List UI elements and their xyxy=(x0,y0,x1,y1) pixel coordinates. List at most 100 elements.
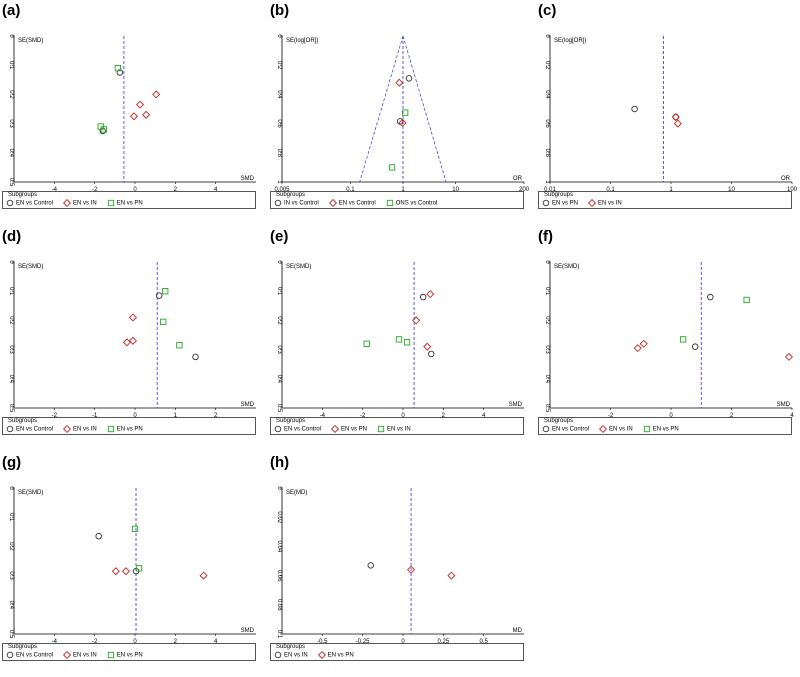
x-axis-label: OR xyxy=(513,176,523,182)
y-tick-label: 0.2 xyxy=(8,90,14,99)
funnel-plot-panel: (e) 0 0.1 0.2 0.3 0.4 0.5 SE(SMD) -4 -2 0 2 4 SMD Subg… xyxy=(268,226,526,442)
x-tick-label: 4 xyxy=(214,639,218,645)
study-point xyxy=(784,352,794,361)
y-tick-label: 0.5 xyxy=(544,404,550,413)
y-tick-label: 0.02 xyxy=(276,511,282,523)
legend-title: Subgroups xyxy=(544,192,574,198)
y-tick-label: 0.1 xyxy=(8,513,14,522)
y-tick-label: 0.1 xyxy=(276,287,282,296)
y-tick-label: 0.2 xyxy=(544,61,550,70)
x-tick-label: -0.25 xyxy=(356,639,370,645)
y-axis-label: SE(SMD) xyxy=(18,38,43,44)
y-tick-label: 0.4 xyxy=(544,375,550,384)
x-tick-label: -4 xyxy=(52,639,58,645)
y-axis-label: SE(SMD) xyxy=(286,264,311,270)
x-tick-label: 0.005 xyxy=(274,187,290,193)
panel-letter: (f) xyxy=(538,228,553,245)
legend-label: EN vs PN xyxy=(116,652,143,659)
study-point xyxy=(403,339,411,346)
x-tick-label: 1 xyxy=(669,187,673,193)
legend-title: Subgroups xyxy=(544,418,574,424)
legend-title: Subgroups xyxy=(8,418,38,424)
legend-label: EN vs IN xyxy=(73,200,97,207)
y-tick-label: 0.3 xyxy=(276,345,282,354)
study-point xyxy=(160,318,167,326)
legend-item: EN vs IN xyxy=(598,424,633,434)
legend-marker xyxy=(386,199,393,207)
legend-item: EN vs PN xyxy=(107,199,143,207)
legend-label: EN vs PN xyxy=(341,426,368,433)
legend-marker xyxy=(643,425,650,433)
x-tick-label: 0 xyxy=(401,413,405,419)
legend-title: Subgroups xyxy=(8,192,38,198)
legend-label: EN vs Control xyxy=(16,652,54,659)
legend-item: EN vs IN xyxy=(62,198,97,208)
study-point xyxy=(395,78,404,87)
study-point xyxy=(131,525,139,533)
y-tick-label: 0 xyxy=(276,260,282,264)
legend: Subgroups EN vs Control EN vs IN EN vs PN xyxy=(2,191,256,209)
y-tick-label: 0.4 xyxy=(544,90,550,99)
y-tick-label: 0 xyxy=(8,260,14,264)
x-tick-label: 4 xyxy=(790,413,794,419)
y-tick-label: 0.6 xyxy=(544,119,550,128)
x-axis-label: OR xyxy=(781,176,791,182)
funnel-plot-svg: 0 0.2 0.4 0.6 0.8 1 SE(log[OR]) 0.005 0.1 1 10 200 O… xyxy=(274,34,529,193)
y-tick-label: 0 xyxy=(544,34,550,38)
legend-item: EN vs PN xyxy=(643,425,679,433)
x-tick-label: 2 xyxy=(174,187,178,193)
x-tick-label: 4 xyxy=(214,187,218,193)
legend-item: EN vs IN xyxy=(274,651,308,659)
x-axis-label: SMD xyxy=(777,402,791,408)
x-axis-label: SMD xyxy=(241,402,255,408)
x-tick-label: -0.5 xyxy=(317,639,328,645)
legend-marker xyxy=(598,424,608,434)
y-tick-label: 0.3 xyxy=(8,119,14,128)
y-tick-label: 0.8 xyxy=(276,149,282,158)
legend-marker xyxy=(274,199,282,207)
y-tick-label: 0 xyxy=(276,486,282,490)
y-tick-label: 0.4 xyxy=(8,149,14,158)
legend: Subgroups EN vs Control EN vs IN EN vs PN xyxy=(2,643,256,661)
panel-letter: (g) xyxy=(2,454,22,471)
x-tick-label: 0 xyxy=(133,413,137,419)
x-axis-label: SMD xyxy=(241,628,255,634)
x-tick-label: -1 xyxy=(92,413,98,419)
legend-marker xyxy=(6,199,14,207)
y-tick-label: 0.2 xyxy=(276,61,282,70)
legend-marker xyxy=(542,199,550,207)
x-tick-label: 0.5 xyxy=(479,639,488,645)
legend-item: EN vs PN xyxy=(107,651,143,659)
y-tick-label: 0.4 xyxy=(276,90,282,99)
x-tick-label: -4 xyxy=(52,187,58,193)
study-point xyxy=(129,112,139,121)
legend-marker xyxy=(62,198,72,208)
study-point xyxy=(388,164,396,171)
legend-title: Subgroups xyxy=(8,644,38,650)
x-tick-label: 0 xyxy=(133,639,137,645)
legend: Subgroups IN vs Control EN vs Control ONS v… xyxy=(270,191,524,209)
x-tick-label: 2 xyxy=(174,639,178,645)
y-tick-label: 0 xyxy=(8,486,14,490)
study-point xyxy=(631,105,638,113)
funnel-plot-panel: (a) 0 0.1 0.2 0.3 0.4 0.5 SE(SMD) -4 -2 0 2 4 SMD Subg… xyxy=(0,0,258,216)
study-point xyxy=(128,313,138,322)
x-axis-label: SMD xyxy=(241,176,255,182)
legend-title: Subgroups xyxy=(276,418,306,424)
funnel-plot-panel: (d) 0 0.1 0.2 0.3 0.4 0.5 SE(SMD) -2 -1 0 1 2 SMD Subg… xyxy=(0,226,258,442)
y-tick-label: 0.1 xyxy=(8,61,14,70)
legend: Subgroups EN vs PN EN vs IN xyxy=(538,191,792,209)
y-tick-label: 0.5 xyxy=(8,178,14,187)
y-tick-label: 0.6 xyxy=(276,119,282,128)
y-tick-label: 0.1 xyxy=(8,287,14,296)
funnel-line-right xyxy=(402,35,447,183)
legend: Subgroups EN vs Control EN vs IN EN vs PN xyxy=(2,417,256,435)
legend-label: EN vs Control xyxy=(338,200,376,207)
x-tick-label: -4 xyxy=(320,413,326,419)
legend-item: EN vs IN xyxy=(587,198,622,208)
legend-marker xyxy=(274,425,282,433)
legend-marker xyxy=(6,651,14,659)
study-point xyxy=(114,64,122,72)
x-tick-label: 0 xyxy=(669,413,673,419)
study-point xyxy=(707,293,714,301)
